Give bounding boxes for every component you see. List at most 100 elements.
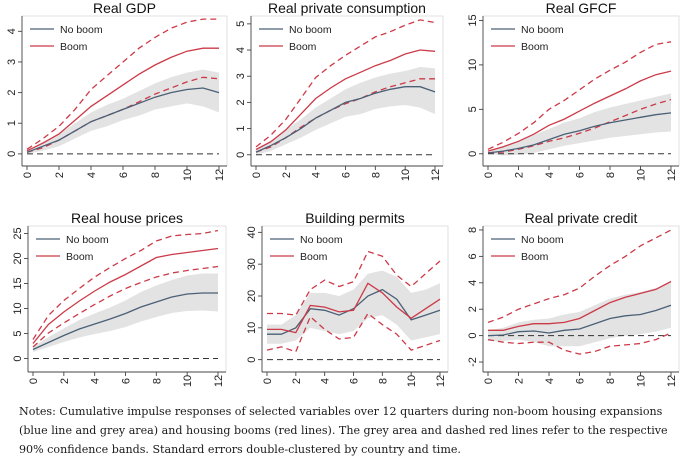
x-tick-label: 2: [514, 378, 526, 384]
chart-title: Building permits: [305, 210, 405, 226]
y-tick-label: 5: [12, 330, 24, 336]
x-tick-label: 2: [514, 172, 526, 178]
boom-lower-bound-line: [487, 98, 672, 154]
y-tick-label: 2: [467, 306, 479, 312]
y-tick-label: 3: [235, 73, 247, 79]
y-tick-label: 0: [235, 152, 247, 158]
boom-upper-bound-line: [255, 19, 436, 148]
x-tick-label: 8: [377, 378, 389, 384]
boom-upper-bound-line: [487, 229, 672, 324]
no-boom-line: [487, 304, 672, 337]
x-tick-label: 8: [150, 172, 162, 178]
legend-label: No boom: [521, 234, 564, 246]
no-boom-confidence-band: [256, 67, 435, 155]
no-boom-line: [26, 87, 220, 153]
x-tick-label: 8: [370, 172, 382, 178]
legend-label: Boom: [66, 251, 94, 263]
x-tick-label: 2: [54, 172, 66, 178]
no-boom-confidence-band: [267, 270, 440, 344]
x-tick-label: 0: [483, 172, 495, 178]
chart-title: Real GFCF: [546, 0, 617, 16]
boom-line: [488, 280, 672, 331]
boom-line: [487, 70, 672, 152]
y-tick-label: 40: [246, 226, 258, 238]
legend-label: No boom: [66, 234, 109, 246]
boom-lower-bound-line: [487, 332, 672, 355]
chart-panel: Real house prices 0 5 10 15 20 25 0 2 4 6 8 10 12 No b…: [12, 210, 227, 387]
x-tick-label: 0: [262, 378, 274, 384]
x-tick-label: 4: [320, 378, 332, 384]
x-tick-label: 10: [636, 375, 648, 387]
boom-line: [26, 47, 219, 152]
legend-label: Boom: [521, 41, 549, 53]
y-tick-label: 4: [6, 28, 18, 34]
x-tick-label: 4: [544, 378, 556, 384]
legend-label: No boom: [289, 24, 332, 36]
legend-label: No boom: [60, 24, 103, 36]
boom-upper-bound-line: [26, 18, 219, 150]
x-tick-label: 12: [666, 375, 678, 387]
x-tick-label: 12: [430, 169, 442, 181]
y-tick-label: 4: [235, 47, 247, 53]
boom-upper-bound-line: [32, 229, 219, 340]
y-tick-label: 5: [235, 21, 247, 27]
y-tick-label: 0: [12, 355, 24, 361]
x-tick-label: 10: [406, 375, 418, 387]
x-tick-label: 10: [182, 169, 194, 181]
y-tick-label: 10: [467, 59, 479, 71]
x-tick-label: 10: [182, 375, 194, 387]
y-tick-label: 0: [467, 333, 479, 339]
y-tick-label: 8: [467, 227, 479, 233]
x-tick-label: 4: [311, 172, 323, 178]
x-tick-label: 0: [22, 172, 34, 178]
x-tick-label: 6: [349, 378, 361, 384]
y-tick-label: 25: [12, 227, 24, 239]
chart-panel: Real GFCF 0 5 10 15 0 2 4 6 8 10 12 No boom Boom: [467, 0, 680, 181]
legend-label: Boom: [300, 251, 328, 263]
legend-label: Boom: [289, 41, 317, 53]
no-boom-line: [32, 292, 218, 351]
y-tick-label: 0: [246, 357, 258, 363]
y-tick-label: 15: [12, 277, 24, 289]
y-tick-label: 10: [12, 302, 24, 314]
x-tick-label: 4: [86, 172, 98, 178]
x-tick-label: 12: [213, 375, 225, 387]
x-tick-label: 8: [605, 172, 617, 178]
x-tick-label: 6: [341, 172, 353, 178]
x-tick-label: 4: [90, 378, 102, 384]
no-boom-line: [255, 86, 436, 153]
x-tick-label: 0: [483, 378, 495, 384]
y-tick-label: 6: [467, 253, 479, 259]
boom-upper-bound-line: [487, 41, 672, 150]
y-tick-label: 1: [6, 120, 18, 126]
y-tick-label: 10: [246, 322, 258, 334]
y-tick-label: -2: [467, 357, 479, 367]
y-tick-label: 2: [6, 90, 18, 96]
chart-title: Real private credit: [525, 210, 638, 226]
x-tick-label: 12: [214, 169, 226, 181]
y-tick-label: 5: [467, 106, 479, 112]
y-tick-label: 4: [467, 280, 479, 286]
x-tick-label: 6: [575, 378, 587, 384]
x-tick-label: 6: [575, 172, 587, 178]
x-tick-label: 2: [281, 172, 293, 178]
y-tick-label: 0: [6, 151, 18, 157]
legend-label: No boom: [521, 24, 564, 36]
chart-panel: Building permits 0 10 20 30 40 0 2 4 6 8 10 12 No boo…: [246, 210, 449, 387]
y-tick-label: 20: [246, 290, 258, 302]
x-tick-label: 2: [291, 378, 303, 384]
chart-title: Real private consumption: [268, 0, 426, 16]
y-tick-label: 1: [235, 126, 247, 132]
no-boom-confidence-band: [27, 69, 219, 154]
no-boom-line: [267, 288, 441, 335]
x-tick-label: 0: [28, 378, 40, 384]
no-boom-confidence-band: [488, 282, 671, 347]
x-tick-label: 6: [118, 172, 130, 178]
x-tick-label: 8: [151, 378, 163, 384]
legend-label: No boom: [300, 234, 343, 246]
x-tick-label: 0: [251, 172, 263, 178]
boom-line: [32, 247, 219, 344]
y-tick-label: 15: [467, 14, 479, 26]
x-tick-label: 6: [121, 378, 133, 384]
